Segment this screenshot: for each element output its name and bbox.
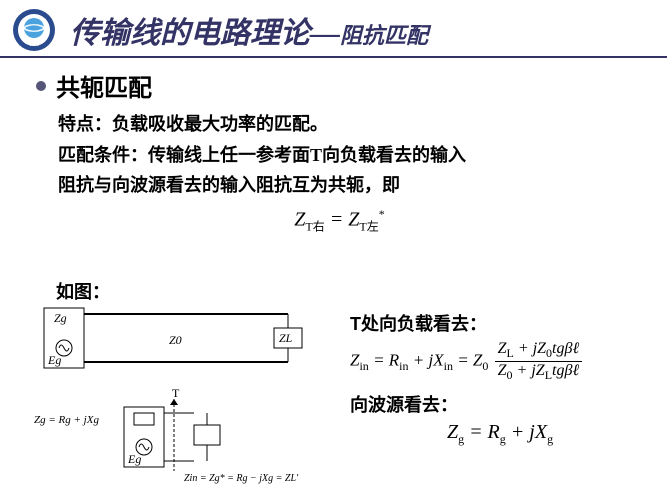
d2-eg: Eg [127,452,141,466]
eq-label-1: T处向负载看去： [350,310,650,336]
slide-content: 共轭匹配 特点：负载吸收最大功率的匹配。 匹配条件：传输线上任一参考面T向负载看… [0,58,667,250]
para-line2: 匹配条件：传输线上任一参考面T向负载看去的输入 [58,140,643,171]
zin-fraction: ZL + jZ0tgβℓ Z0 + jZLtgβℓ [495,340,582,383]
eq-rhs-sub: T左 [359,219,378,233]
title-sub: 阻抗匹配 [340,23,428,48]
d1-eg: Eg [47,353,61,367]
circuit-diagrams: Zg Eg Z0 ZL Zg = Rg + jXg T Eg [34,300,334,490]
eq-rhs-sup: * [379,207,385,221]
d1-z0: Z0 [169,333,182,347]
circuit-diagram-1: Zg Eg Z0 ZL [34,300,334,380]
eq-rhs-base: Z [348,208,359,230]
d2-zg-eq: Zg = Rg + jXg [34,414,99,426]
bullet-icon [36,81,46,91]
right-equations: T处向负载看去： Zin = Rin + jXin = Z0 ZL + jZ0t… [350,310,650,455]
d1-zl: ZL [279,331,293,345]
svg-text:1958: 1958 [29,43,40,48]
ustc-logo: 1958 [12,8,56,52]
eq-lhs-sub: T右 [305,219,324,233]
d2-zin-eq: Zin = Zg* = Rg − jXg = ZL' [184,473,299,484]
eq-lhs-base: Z [294,208,305,230]
circuit-diagram-2: Zg = Rg + jXg T Eg Zin = Zg* = Rg − jXg … [34,385,334,485]
slide-title: 传输线的电路理论—阻抗匹配 [70,8,428,52]
para-line3: 阻抗与向波源看去的输入阻抗互为共轭，即 [58,170,643,201]
d1-zg: Zg [54,311,67,325]
slide-header: 1958 传输线的电路理论—阻抗匹配 [0,0,667,58]
section-heading-row: 共轭匹配 [36,68,643,103]
para-line1: 特点：负载吸收最大功率的匹配。 [58,109,643,140]
d2-t: T [172,386,180,400]
main-equation: ZT右 = ZT左* [36,207,643,235]
equation-zin: Zin = Rin + jXin = Z0 ZL + jZ0tgβℓ Z0 + … [350,340,650,383]
equation-zg: Zg = Rg + jXg [350,421,650,447]
eq-label-2: 向波源看去： [350,391,650,417]
section-heading: 共轭匹配 [56,68,152,103]
title-main: 传输线的电路理论— [70,17,340,50]
